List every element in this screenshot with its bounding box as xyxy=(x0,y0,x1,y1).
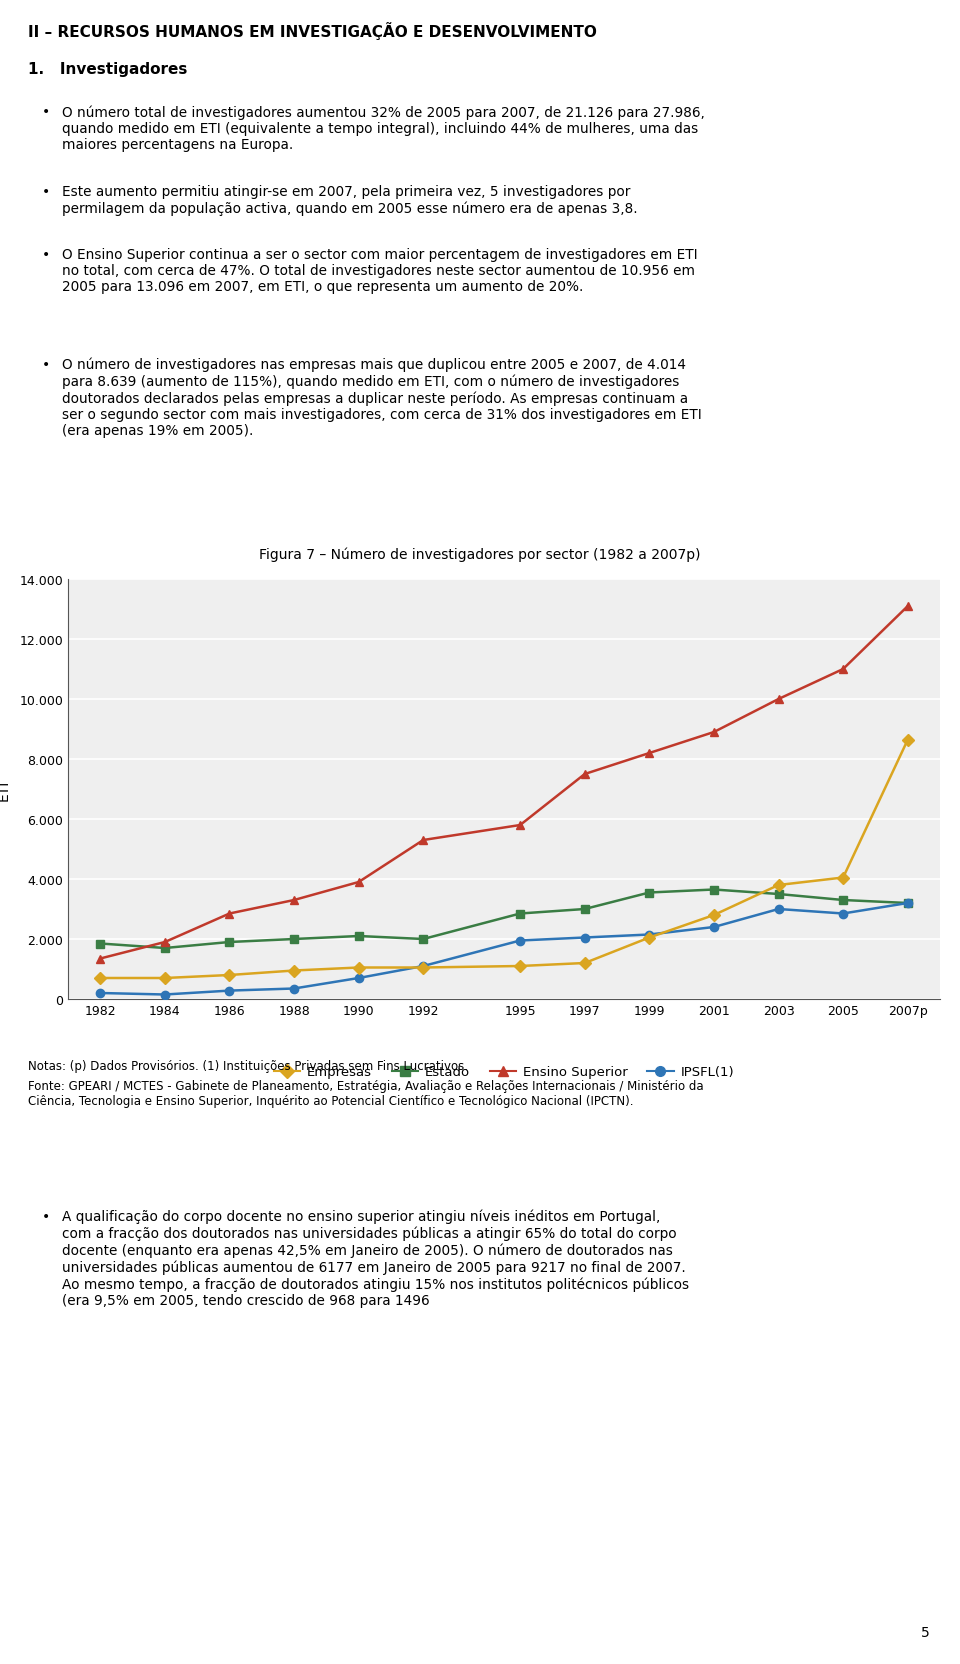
Empresas xyxy=(902,730,914,750)
Line: Empresas: Empresas xyxy=(96,735,912,982)
Ensino Superior xyxy=(353,872,365,892)
Estado xyxy=(353,927,365,947)
IPSFL(1) xyxy=(643,925,655,945)
Empresas xyxy=(579,953,590,973)
Line: Ensino Superior: Ensino Superior xyxy=(96,602,912,963)
Ensino Superior xyxy=(902,597,914,617)
Text: O número de investigadores nas empresas mais que duplicou entre 2005 e 2007, de : O número de investigadores nas empresas … xyxy=(62,358,702,438)
Text: 5: 5 xyxy=(922,1626,930,1639)
Line: IPSFL(1): IPSFL(1) xyxy=(96,899,912,998)
Estado xyxy=(418,930,429,950)
Ensino Superior xyxy=(708,722,720,742)
Text: 1.   Investigadores: 1. Investigadores xyxy=(28,62,187,77)
Estado xyxy=(837,890,849,910)
IPSFL(1) xyxy=(902,894,914,914)
Empresas xyxy=(418,958,429,978)
Estado xyxy=(288,930,300,950)
IPSFL(1) xyxy=(708,917,720,937)
Empresas xyxy=(159,968,171,988)
Text: •: • xyxy=(42,358,50,371)
Ensino Superior xyxy=(579,764,590,784)
Text: •: • xyxy=(42,248,50,261)
Empresas xyxy=(773,875,784,895)
IPSFL(1) xyxy=(579,929,590,948)
Ensino Superior xyxy=(837,659,849,679)
Text: •: • xyxy=(42,105,50,118)
Estado xyxy=(902,894,914,914)
Ensino Superior xyxy=(224,904,235,924)
Empresas xyxy=(288,960,300,980)
Text: Figura 7 – Número de investigadores por sector (1982 a 2007p): Figura 7 – Número de investigadores por … xyxy=(259,547,701,562)
IPSFL(1) xyxy=(837,904,849,924)
Text: A qualificação do corpo docente no ensino superior atingiu níveis inéditos em Po: A qualificação do corpo docente no ensin… xyxy=(62,1210,689,1308)
Ensino Superior xyxy=(94,948,106,968)
Text: Fonte: GPEARI / MCTES - Gabinete de Planeamento, Estratégia, Avaliação e Relaçõe: Fonte: GPEARI / MCTES - Gabinete de Plan… xyxy=(28,1080,704,1107)
Text: II – RECURSOS HUMANOS EM INVESTIGAÇÃO E DESENVOLVIMENTO: II – RECURSOS HUMANOS EM INVESTIGAÇÃO E … xyxy=(28,22,597,40)
Empresas xyxy=(94,968,106,988)
Estado xyxy=(643,884,655,904)
Estado xyxy=(94,934,106,953)
Empresas xyxy=(515,957,526,977)
Ensino Superior xyxy=(288,890,300,910)
Estado xyxy=(515,904,526,924)
Text: O Ensino Superior continua a ser o sector com maior percentagem de investigadore: O Ensino Superior continua a ser o secto… xyxy=(62,248,698,295)
Text: Notas: (p) Dados Provisórios. (1) Instituições Privadas sem Fins Lucrativos.: Notas: (p) Dados Provisórios. (1) Instit… xyxy=(28,1060,468,1072)
Ensino Superior xyxy=(643,744,655,764)
Ensino Superior xyxy=(418,830,429,850)
Estado xyxy=(159,938,171,958)
Estado xyxy=(579,900,590,920)
Text: O número total de investigadores aumentou 32% de 2005 para 2007, de 21.126 para : O número total de investigadores aumento… xyxy=(62,105,705,151)
IPSFL(1) xyxy=(515,930,526,950)
Empresas xyxy=(708,905,720,925)
Line: Estado: Estado xyxy=(96,885,912,952)
Empresas xyxy=(353,958,365,978)
IPSFL(1) xyxy=(418,957,429,977)
Ensino Superior xyxy=(773,689,784,709)
Empresas xyxy=(643,929,655,948)
IPSFL(1) xyxy=(94,983,106,1003)
Text: •: • xyxy=(42,185,50,200)
Empresas xyxy=(837,869,849,889)
Y-axis label: ETI: ETI xyxy=(0,779,11,800)
IPSFL(1) xyxy=(224,982,235,1002)
Estado xyxy=(708,880,720,900)
Ensino Superior xyxy=(159,932,171,952)
Empresas xyxy=(224,965,235,985)
Estado xyxy=(773,885,784,905)
Legend: Empresas, Estado, Ensino Superior, IPSFL(1): Empresas, Estado, Ensino Superior, IPSFL… xyxy=(269,1060,739,1085)
Text: •: • xyxy=(42,1210,50,1223)
IPSFL(1) xyxy=(159,985,171,1005)
IPSFL(1) xyxy=(773,900,784,920)
Estado xyxy=(224,932,235,952)
IPSFL(1) xyxy=(288,978,300,998)
Text: Este aumento permitiu atingir-se em 2007, pela primeira vez, 5 investigadores po: Este aumento permitiu atingir-se em 2007… xyxy=(62,185,637,216)
Ensino Superior xyxy=(515,815,526,835)
IPSFL(1) xyxy=(353,968,365,988)
